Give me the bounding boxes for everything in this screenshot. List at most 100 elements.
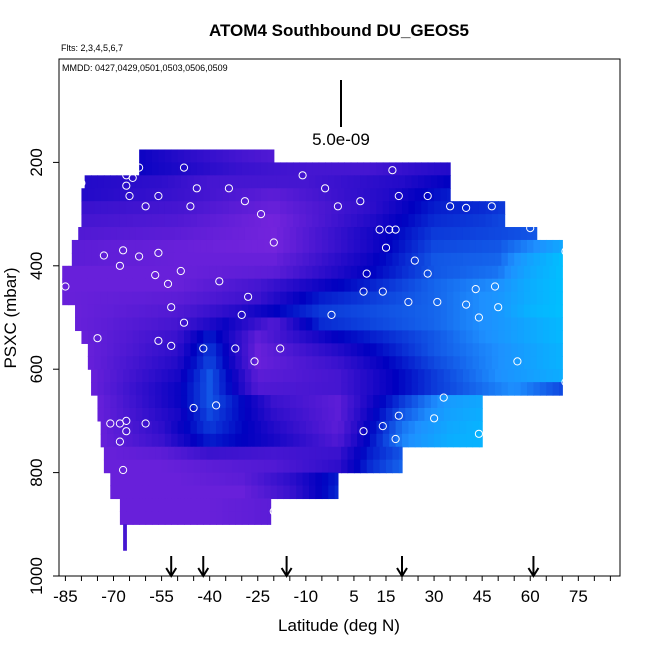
heatmap-cell xyxy=(126,188,134,202)
heatmap-cell xyxy=(440,188,448,202)
heatmap-cell xyxy=(216,304,224,319)
heatmap-cell xyxy=(309,252,317,267)
heatmap-cell xyxy=(318,265,326,280)
heatmap-cell xyxy=(100,188,108,202)
heatmap-cell xyxy=(244,446,252,461)
heatmap-cell xyxy=(421,162,429,176)
heatmap-cell xyxy=(498,201,506,215)
heatmap-cell xyxy=(312,420,320,435)
heatmap-cell xyxy=(456,239,464,254)
heatmap-cell xyxy=(385,175,393,189)
heatmap-cell xyxy=(238,472,246,487)
heatmap-cell xyxy=(251,459,259,474)
heatmap-cell xyxy=(328,395,336,409)
heatmap-cell xyxy=(244,227,252,241)
heatmap-cell xyxy=(379,239,387,254)
heatmap-cell xyxy=(119,317,127,332)
heatmap-cell xyxy=(357,420,365,435)
heatmap-cell xyxy=(110,472,118,487)
heatmap-cell xyxy=(158,278,166,293)
heatmap-cell xyxy=(228,149,236,163)
heatmap-cell xyxy=(107,201,115,215)
heatmap-cell xyxy=(228,511,236,525)
heatmap-cell xyxy=(184,188,192,202)
heatmap-cell xyxy=(446,343,454,357)
heatmap-cell xyxy=(248,433,256,448)
heatmap-cell xyxy=(392,446,400,461)
heatmap-cell xyxy=(276,369,284,383)
heatmap-cell xyxy=(264,485,272,500)
heatmap-cell xyxy=(430,369,438,383)
heatmap-cell xyxy=(119,201,127,215)
heatmap-cell xyxy=(248,214,256,228)
y-axis-label: PSXC (mbar) xyxy=(1,267,20,368)
heatmap-cell xyxy=(273,317,281,332)
heatmap-cell xyxy=(450,407,458,422)
heatmap-cell xyxy=(453,356,461,370)
heatmap-cell xyxy=(142,472,150,487)
heatmap-cell xyxy=(216,330,224,344)
data-point xyxy=(394,411,403,420)
heatmap-cell xyxy=(209,356,217,370)
heatmap-cell xyxy=(501,227,509,241)
heatmap-cell xyxy=(494,227,502,241)
heatmap-cell xyxy=(286,265,294,280)
heatmap-cell xyxy=(350,433,358,448)
heatmap-cell xyxy=(402,304,410,319)
heatmap-cell xyxy=(151,433,159,448)
heatmap-cell xyxy=(402,291,410,306)
heatmap-cell xyxy=(81,291,89,306)
heatmap-cell xyxy=(148,252,156,267)
heatmap-cell xyxy=(514,369,522,383)
heatmap-cell xyxy=(87,214,95,228)
heatmap-cell xyxy=(299,162,307,176)
heatmap-cell xyxy=(402,317,410,332)
heatmap-cell xyxy=(305,356,313,370)
heatmap-cell xyxy=(309,227,317,241)
data-point xyxy=(240,197,249,206)
heatmap-cell xyxy=(100,214,108,228)
heatmap-cell xyxy=(331,356,339,370)
heatmap-cell xyxy=(456,407,464,422)
heatmap-cell xyxy=(126,291,134,306)
heatmap-cell xyxy=(318,201,326,215)
heatmap-cell xyxy=(267,291,275,306)
heatmap-cell xyxy=(244,407,252,422)
heatmap-cell xyxy=(235,188,243,202)
data-point xyxy=(410,256,419,265)
heatmap-cell xyxy=(353,407,361,422)
heatmap-cell xyxy=(331,420,339,435)
heatmap-cell xyxy=(260,188,268,202)
heatmap-cell xyxy=(167,407,175,422)
heatmap-cell xyxy=(196,188,204,202)
heatmap-cell xyxy=(321,459,329,474)
heatmap-cell xyxy=(164,433,172,448)
heatmap-cell xyxy=(363,304,371,319)
heatmap-cell xyxy=(180,395,188,409)
heatmap-cell xyxy=(241,304,249,319)
heatmap-cell xyxy=(235,420,243,435)
heatmap-cell xyxy=(203,433,211,448)
heatmap-cell xyxy=(369,201,377,215)
heatmap-cell xyxy=(373,459,381,474)
heatmap-cell xyxy=(241,420,249,435)
heatmap-cell xyxy=(151,317,159,332)
heatmap-cell xyxy=(123,239,131,254)
heatmap-cell xyxy=(414,214,422,228)
heatmap-cell xyxy=(360,239,368,254)
heatmap-cell xyxy=(450,227,458,241)
heatmap-cell xyxy=(530,278,538,293)
heatmap-cell xyxy=(357,343,365,357)
heatmap-cell xyxy=(549,343,557,357)
heatmap-cell xyxy=(478,330,486,344)
heatmap-cell xyxy=(536,291,544,306)
heatmap-cell xyxy=(135,395,143,409)
heatmap-cell xyxy=(222,291,230,306)
heatmap-cell xyxy=(296,459,304,474)
heatmap-cell xyxy=(206,407,214,422)
heatmap-cell xyxy=(177,433,185,448)
data-point xyxy=(77,179,86,188)
heatmap-cell xyxy=(395,162,403,176)
heatmap-cell xyxy=(414,162,422,176)
heatmap-cell xyxy=(369,420,377,435)
